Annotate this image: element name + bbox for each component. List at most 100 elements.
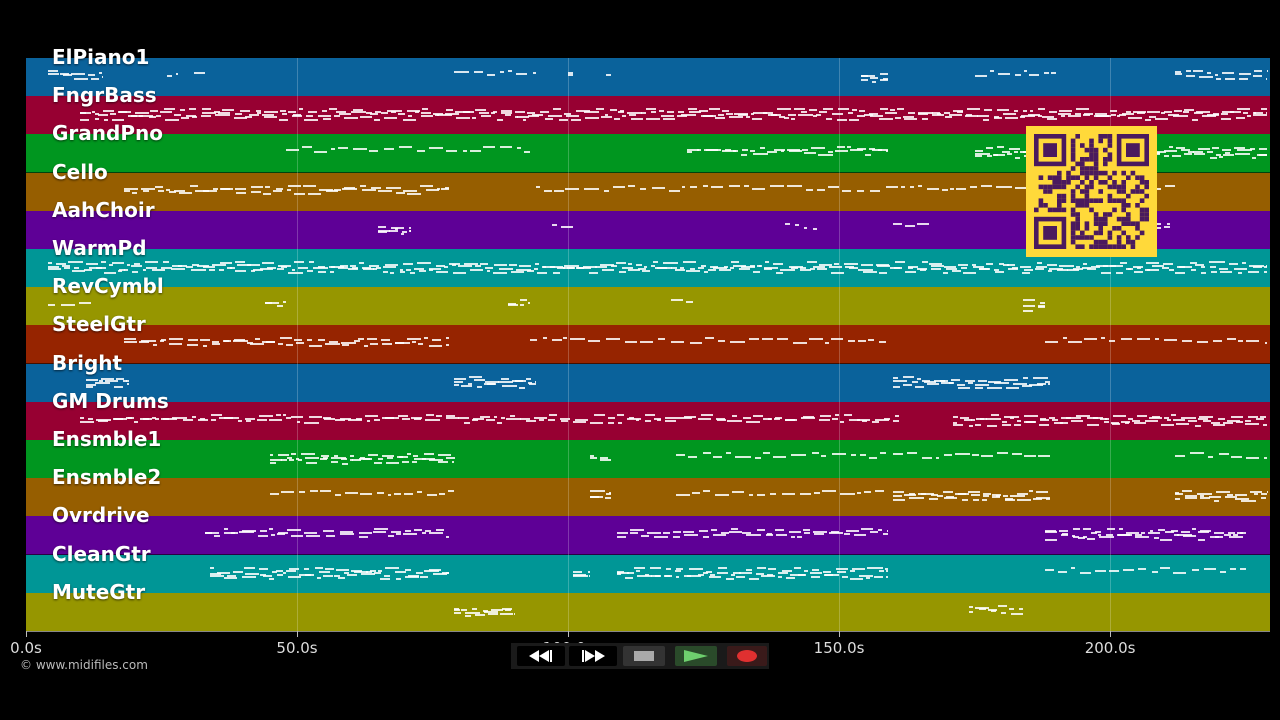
track-lane[interactable] xyxy=(26,325,1270,365)
midi-note xyxy=(1230,415,1244,418)
play-button[interactable] xyxy=(675,646,717,666)
midi-note xyxy=(836,146,845,149)
midi-note xyxy=(317,271,327,273)
midi-note xyxy=(124,269,129,271)
midi-note xyxy=(829,532,844,535)
midi-note xyxy=(733,265,747,267)
midi-note xyxy=(1058,265,1074,267)
midi-note xyxy=(806,188,813,191)
midi-note xyxy=(101,76,103,78)
midi-note xyxy=(293,339,303,342)
midi-note xyxy=(992,494,1001,497)
track-lane[interactable] xyxy=(26,58,1270,97)
midi-note xyxy=(817,268,827,270)
track-lane[interactable] xyxy=(26,287,1270,327)
midi-note xyxy=(887,530,889,533)
midi-note xyxy=(1051,418,1059,421)
midi-note xyxy=(510,271,524,273)
record-icon xyxy=(737,650,757,662)
midi-note xyxy=(414,268,425,270)
midi-note xyxy=(762,112,768,115)
midi-note xyxy=(131,115,143,118)
midi-note xyxy=(414,458,426,460)
midi-note xyxy=(210,572,221,575)
midi-note xyxy=(435,271,448,273)
track-lane[interactable] xyxy=(26,554,1270,594)
midi-note xyxy=(671,267,677,269)
midi-note xyxy=(94,381,110,384)
midi-note xyxy=(1100,337,1105,340)
midi-note xyxy=(1007,153,1013,156)
midi-note xyxy=(1209,266,1216,268)
midi-note xyxy=(388,229,399,232)
rewind-button[interactable] xyxy=(517,646,565,666)
midi-note xyxy=(166,75,173,77)
midi-note xyxy=(283,413,287,416)
midi-note xyxy=(788,531,802,534)
midi-note xyxy=(1039,418,1050,421)
midi-note xyxy=(746,420,760,423)
midi-note xyxy=(280,110,286,113)
midi-note xyxy=(576,267,585,269)
midi-note xyxy=(527,270,534,272)
midi-note xyxy=(432,572,447,575)
midi-note xyxy=(226,574,237,577)
midi-note xyxy=(142,269,147,271)
midi-note xyxy=(842,189,852,192)
midi-note xyxy=(328,341,338,344)
midi-note xyxy=(445,416,459,419)
track-lane[interactable] xyxy=(26,592,1270,631)
midi-note xyxy=(522,119,527,122)
midi-note xyxy=(574,418,589,421)
midi-note xyxy=(861,419,868,422)
midi-note xyxy=(238,419,242,422)
piano-roll[interactable] xyxy=(26,58,1270,631)
midi-note xyxy=(830,338,843,341)
midi-note xyxy=(824,342,829,345)
midi-note xyxy=(751,187,765,190)
record-button[interactable] xyxy=(727,646,767,666)
midi-note xyxy=(738,268,751,270)
midi-note xyxy=(151,416,156,419)
midi-note xyxy=(1255,417,1264,420)
midi-note xyxy=(1039,417,1047,420)
midi-note xyxy=(651,186,665,189)
midi-note xyxy=(326,535,336,538)
midi-note xyxy=(548,418,556,421)
midi-note xyxy=(390,531,401,534)
midi-note xyxy=(553,189,564,192)
midi-note xyxy=(688,567,703,570)
midi-note xyxy=(1239,567,1246,570)
stop-button[interactable] xyxy=(623,646,665,666)
midi-note xyxy=(998,263,1004,265)
track-name: SteelGtr xyxy=(52,312,146,337)
midi-note xyxy=(834,150,848,153)
midi-note xyxy=(915,385,924,388)
midi-note xyxy=(438,493,445,496)
track-lane[interactable] xyxy=(26,516,1270,556)
track-lane[interactable] xyxy=(26,363,1270,403)
midi-note xyxy=(1194,112,1204,115)
midi-note xyxy=(377,189,392,192)
midi-note xyxy=(399,269,404,271)
midi-note xyxy=(339,531,354,534)
track-lane[interactable] xyxy=(26,440,1270,479)
track-lane[interactable] xyxy=(26,478,1270,518)
midi-note xyxy=(803,569,808,572)
midi-note xyxy=(1116,115,1121,118)
midi-note xyxy=(1176,266,1192,268)
midi-note xyxy=(354,570,369,573)
midi-note xyxy=(1100,417,1107,420)
midi-note xyxy=(548,115,563,118)
midi-note xyxy=(1235,117,1245,120)
midi-note xyxy=(484,267,494,269)
track-lane[interactable] xyxy=(26,401,1270,441)
midi-note xyxy=(1098,536,1114,539)
midi-note xyxy=(1237,108,1251,111)
fast-forward-button[interactable] xyxy=(569,646,617,666)
midi-note xyxy=(497,119,504,122)
midi-note xyxy=(725,452,732,454)
midi-note xyxy=(688,456,698,458)
midi-note xyxy=(650,111,656,114)
midi-note xyxy=(660,115,674,118)
